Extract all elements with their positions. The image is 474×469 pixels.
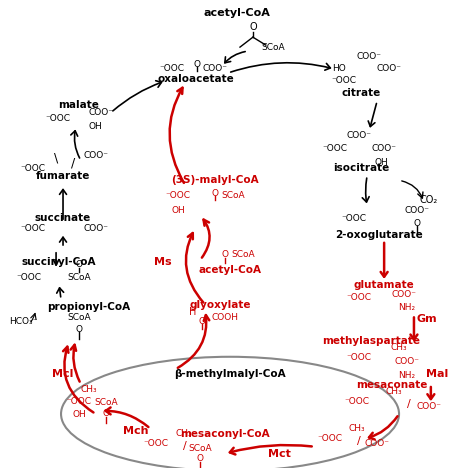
Text: O: O	[249, 22, 257, 32]
Text: O: O	[199, 317, 206, 326]
Text: ⁻OOC: ⁻OOC	[332, 76, 357, 85]
Text: COO⁻: COO⁻	[83, 151, 109, 160]
Text: /: /	[183, 441, 187, 451]
Text: succinate: succinate	[35, 213, 91, 223]
Text: ⁻OOC: ⁻OOC	[347, 293, 372, 302]
Text: SCoA: SCoA	[94, 398, 118, 407]
Text: OH: OH	[89, 122, 103, 131]
Text: O: O	[75, 260, 82, 269]
Text: mesaconyl-CoA: mesaconyl-CoA	[180, 429, 270, 439]
Text: NH₂: NH₂	[399, 371, 416, 380]
Text: ⁻OOC: ⁻OOC	[160, 64, 185, 74]
Text: O: O	[211, 189, 219, 198]
Text: CO₂: CO₂	[420, 195, 438, 205]
Text: acetyl-CoA: acetyl-CoA	[199, 265, 262, 275]
Text: mesaconate: mesaconate	[356, 380, 428, 390]
Text: H: H	[189, 307, 196, 317]
Text: ⁻OOC: ⁻OOC	[322, 144, 347, 153]
Text: Mch: Mch	[123, 426, 148, 436]
Text: β-methylmalyl-CoA: β-methylmalyl-CoA	[174, 369, 286, 379]
Text: SCoA: SCoA	[221, 191, 245, 200]
Text: CH₃: CH₃	[349, 424, 365, 433]
Text: Mct: Mct	[268, 449, 291, 459]
Text: propionyl-CoA: propionyl-CoA	[47, 302, 130, 311]
Text: ⁻OOC: ⁻OOC	[17, 273, 42, 282]
Text: SCoA: SCoA	[231, 250, 255, 259]
Text: COO⁻: COO⁻	[83, 224, 109, 233]
Text: ⁻OOC: ⁻OOC	[143, 439, 168, 448]
Text: acetyl-CoA: acetyl-CoA	[203, 8, 271, 18]
Text: O: O	[221, 250, 228, 259]
Text: OH: OH	[72, 410, 86, 419]
Text: CH₃: CH₃	[391, 343, 407, 352]
Text: CH₃: CH₃	[175, 429, 191, 439]
Text: \: \	[54, 152, 58, 165]
Text: SCoA: SCoA	[261, 43, 284, 52]
Text: ⁻OOC: ⁻OOC	[21, 164, 46, 173]
Text: COOH: COOH	[211, 313, 238, 322]
Text: ⁻OOC: ⁻OOC	[345, 396, 370, 406]
Text: COO⁻: COO⁻	[394, 357, 419, 366]
Text: ⁻OOC: ⁻OOC	[46, 114, 71, 123]
Text: COO⁻: COO⁻	[416, 402, 441, 411]
Text: ⁻OOC: ⁻OOC	[166, 191, 191, 200]
Text: Mal: Mal	[426, 369, 448, 379]
Text: COO⁻: COO⁻	[404, 205, 429, 215]
Text: COO⁻: COO⁻	[357, 52, 382, 61]
Text: ⁻OOC: ⁻OOC	[342, 213, 367, 223]
Text: SCoA: SCoA	[67, 313, 91, 322]
Text: succinyl-CoA: succinyl-CoA	[22, 257, 96, 267]
Text: oxaloacetate: oxaloacetate	[158, 74, 235, 84]
Text: O: O	[102, 409, 109, 418]
Text: HCO₃⁻: HCO₃⁻	[9, 317, 37, 326]
Text: COO⁻: COO⁻	[365, 439, 390, 448]
Text: Mcl: Mcl	[52, 369, 74, 379]
Text: methylaspartate: methylaspartate	[322, 336, 420, 347]
Text: ⁻OOC: ⁻OOC	[317, 434, 342, 443]
Text: /: /	[407, 399, 411, 409]
Text: O: O	[197, 454, 204, 463]
Text: ⁻OOC: ⁻OOC	[66, 396, 91, 406]
Text: glyoxylate: glyoxylate	[189, 300, 251, 310]
Text: (3S)-malyl-CoA: (3S)-malyl-CoA	[171, 175, 259, 185]
Text: isocitrate: isocitrate	[333, 163, 390, 174]
Text: Gm: Gm	[417, 315, 437, 325]
Text: O: O	[194, 60, 201, 68]
Text: O: O	[75, 325, 82, 334]
Text: CH₃: CH₃	[386, 386, 402, 395]
Text: OH: OH	[374, 158, 388, 167]
Text: SCoA: SCoA	[67, 273, 91, 282]
Text: /: /	[71, 157, 75, 170]
Text: Ms: Ms	[154, 257, 171, 267]
Text: OH: OH	[172, 205, 185, 215]
Text: malate: malate	[58, 100, 100, 110]
Text: COO⁻: COO⁻	[347, 131, 372, 140]
Text: NH₂: NH₂	[399, 303, 416, 312]
Text: ⁻OOC: ⁻OOC	[347, 353, 372, 362]
Text: SCoA: SCoA	[188, 444, 212, 453]
Text: COO⁻: COO⁻	[372, 144, 397, 153]
Text: COO⁻: COO⁻	[392, 290, 417, 299]
Text: ⁻OOC: ⁻OOC	[21, 224, 46, 233]
Text: 2-oxoglutarate: 2-oxoglutarate	[335, 230, 423, 240]
Text: O: O	[413, 219, 420, 227]
Text: CH₃: CH₃	[81, 385, 97, 393]
Text: citrate: citrate	[342, 88, 381, 98]
Text: COO⁻: COO⁻	[377, 64, 401, 74]
Text: fumarate: fumarate	[36, 171, 90, 182]
Text: /: /	[357, 436, 361, 446]
Text: glutamate: glutamate	[354, 280, 414, 290]
Text: COO⁻: COO⁻	[202, 64, 228, 74]
Text: HO: HO	[333, 64, 346, 74]
Text: COO⁻: COO⁻	[88, 108, 113, 117]
